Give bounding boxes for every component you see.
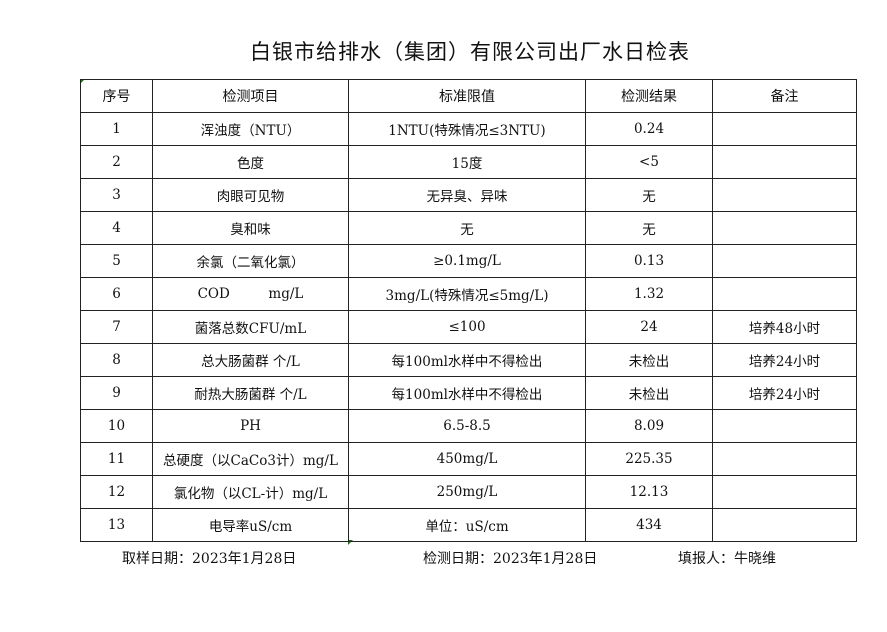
cell-standard: 无异臭、异味 bbox=[348, 178, 586, 212]
table-row: 7 菌落总数CFU/mL ≤100 24 培养48小时 bbox=[80, 310, 857, 344]
cell-item: 肉眼可见物 bbox=[152, 178, 349, 212]
cell-result: 8.09 bbox=[585, 409, 713, 443]
cell-seq: 1 bbox=[80, 112, 153, 146]
cell-result: 无 bbox=[585, 211, 713, 245]
table-row: 10 PH 6.5-8.5 8.09 bbox=[80, 409, 857, 443]
cell-seq: 2 bbox=[80, 145, 153, 179]
cell-marker bbox=[348, 540, 353, 545]
table-row: 5 余氯（二氧化氯） ≥0.1mg/L 0.13 bbox=[80, 244, 857, 278]
cell-item: 菌落总数CFU/mL bbox=[152, 310, 349, 344]
cell-standard: 250mg/L bbox=[348, 475, 586, 509]
cell-item: 臭和味 bbox=[152, 211, 349, 245]
header-remark: 备注 bbox=[712, 79, 857, 113]
cell-remark bbox=[712, 508, 857, 542]
cell-result: 434 bbox=[585, 508, 713, 542]
header-item: 检测项目 bbox=[152, 79, 349, 113]
cell-remark bbox=[712, 277, 857, 311]
header-seq: 序号 bbox=[80, 79, 153, 113]
table-row: 13 电导率uS/cm 单位：uS/cm 434 bbox=[80, 508, 857, 542]
table-row: 3 肉眼可见物 无异臭、异味无 bbox=[80, 178, 857, 212]
inspection-table: 序号 检测项目 标准限值 检测结果 备注 1 浑浊度（NTU） 1NTU(特殊情况≤3NTU)… bbox=[80, 79, 857, 542]
header-result: 检测结果 bbox=[585, 79, 713, 113]
cell-standard: ≥0.1mg/L bbox=[348, 244, 586, 278]
cell-seq: 4 bbox=[80, 211, 153, 245]
cell-remark: 培养24小时 bbox=[712, 376, 857, 410]
cell-seq: 8 bbox=[80, 343, 153, 377]
cell-standard: 单位：uS/cm bbox=[348, 508, 586, 542]
cell-standard: 无 bbox=[348, 211, 586, 245]
test-date: 检测日期：2023年1月28日 bbox=[423, 551, 598, 567]
cell-seq: 9 bbox=[80, 376, 153, 410]
cell-standard: ≤100 bbox=[348, 310, 586, 344]
cell-seq: 6 bbox=[80, 277, 153, 311]
cell-seq: 13 bbox=[80, 508, 153, 542]
cell-item: 总硬度（以CaCo3计）mg/L bbox=[152, 442, 349, 476]
cell-result: 0.13 bbox=[585, 244, 713, 278]
cell-seq: 11 bbox=[80, 442, 153, 476]
table-row: 9 耐热大肠菌群 个/L 每100ml水样中不得检出 未检出 培养24小时 bbox=[80, 376, 857, 410]
cell-result: 1.32 bbox=[585, 277, 713, 311]
cell-item: 总大肠菌群 个/L bbox=[152, 343, 349, 377]
cell-result: 24 bbox=[585, 310, 713, 344]
cell-remark bbox=[712, 409, 857, 443]
table-row: 2 色度 15度 <5 bbox=[80, 145, 857, 179]
sample-date: 取样日期：2023年1月28日 bbox=[122, 551, 297, 567]
page-title: 白银市给排水（集团）有限公司出厂水日检表 bbox=[250, 40, 690, 64]
table-row: 1 浑浊度（NTU） 1NTU(特殊情况≤3NTU) 0.24 bbox=[80, 112, 857, 146]
table-row: 4 臭和味无无 bbox=[80, 211, 857, 245]
cell-standard: 450mg/L bbox=[348, 442, 586, 476]
cell-result: 0.24 bbox=[585, 112, 713, 146]
cell-remark bbox=[712, 112, 857, 146]
cell-seq: 3 bbox=[80, 178, 153, 212]
cell-item: 浑浊度（NTU） bbox=[152, 112, 349, 146]
cell-result: 无 bbox=[585, 178, 713, 212]
cell-item: 耐热大肠菌群 个/L bbox=[152, 376, 349, 410]
cell-result: 未检出 bbox=[585, 376, 713, 410]
cell-item: 余氯（二氧化氯） bbox=[152, 244, 349, 278]
cell-standard: 6.5-8.5 bbox=[348, 409, 586, 443]
cell-remark: 培养48小时 bbox=[712, 310, 857, 344]
cell-remark bbox=[712, 475, 857, 509]
table-row: 8 总大肠菌群 个/L 每100ml水样中不得检出 未检出 培养24小时 bbox=[80, 343, 857, 377]
cell-result: 12.13 bbox=[585, 475, 713, 509]
table-row: 12 氯化物（以CL-计）mg/L 250mg/L 12.13 bbox=[80, 475, 857, 509]
table-row: 11 总硬度（以CaCo3计）mg/L 450mg/L 225.35 bbox=[80, 442, 857, 476]
cell-seq: 7 bbox=[80, 310, 153, 344]
cell-standard: 15度 bbox=[348, 145, 586, 179]
cell-item: PH bbox=[152, 409, 349, 443]
cell-result: <5 bbox=[585, 145, 713, 179]
cell-standard: 每100ml水样中不得检出 bbox=[348, 376, 586, 410]
cell-item: 氯化物（以CL-计）mg/L bbox=[152, 475, 349, 509]
cell-remark bbox=[712, 442, 857, 476]
cell-seq: 12 bbox=[80, 475, 153, 509]
cell-result: 未检出 bbox=[585, 343, 713, 377]
cell-standard: 每100ml水样中不得检出 bbox=[348, 343, 586, 377]
cell-seq: 5 bbox=[80, 244, 153, 278]
cell-remark bbox=[712, 145, 857, 179]
cell-seq: 10 bbox=[80, 409, 153, 443]
table-header-row: 序号 检测项目 标准限值 检测结果 备注 bbox=[80, 79, 857, 113]
cell-standard: 3mg/L(特殊情况≤5mg/L) bbox=[348, 277, 586, 311]
cell-item: 色度 bbox=[152, 145, 349, 179]
cell-item: COD mg/L bbox=[152, 277, 349, 311]
reporter: 填报人：牛晓维 bbox=[678, 551, 776, 567]
cell-remark bbox=[712, 211, 857, 245]
cell-remark bbox=[712, 178, 857, 212]
cell-standard: 1NTU(特殊情况≤3NTU) bbox=[348, 112, 586, 146]
table-row: 6 COD mg/L 3mg/L(特殊情况≤5mg/L) 1.32 bbox=[80, 277, 857, 311]
cell-remark: 培养24小时 bbox=[712, 343, 857, 377]
cell-remark bbox=[712, 244, 857, 278]
header-standard: 标准限值 bbox=[348, 79, 586, 113]
cell-result: 225.35 bbox=[585, 442, 713, 476]
cell-item: 电导率uS/cm bbox=[152, 508, 349, 542]
